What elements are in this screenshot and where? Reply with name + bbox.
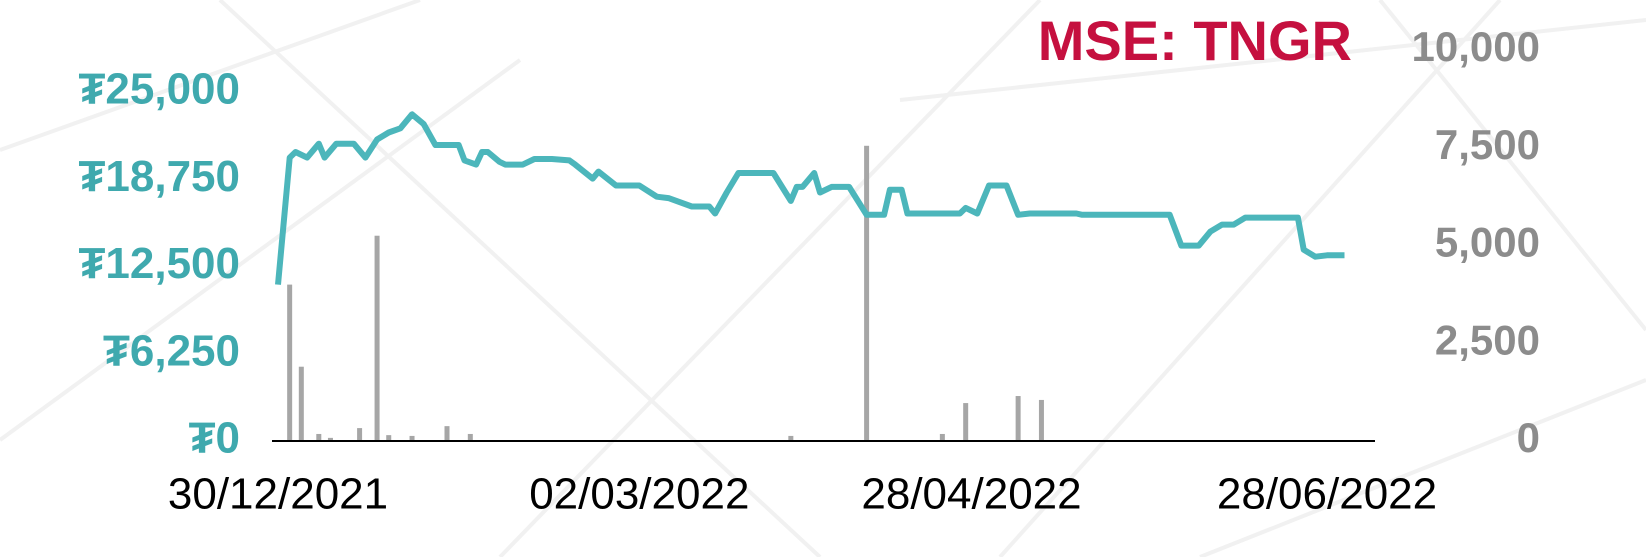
- volume-bar: [963, 403, 969, 441]
- y-tick-label: ₮18,750: [79, 152, 240, 201]
- x-tick-label: 30/12/2021: [168, 470, 388, 519]
- volume-bar: [327, 437, 333, 441]
- volume-bar: [298, 366, 304, 441]
- y2-tick-label: 2,500: [1435, 316, 1540, 363]
- volume-bar: [864, 145, 870, 442]
- chart-title: MSE: TNGR: [1038, 9, 1352, 72]
- volume-bar: [1038, 399, 1044, 441]
- y2-tick-label: 7,500: [1435, 121, 1540, 168]
- x-tick-label: 28/04/2022: [861, 470, 1081, 519]
- volume-bar: [357, 428, 363, 441]
- y2-tick-label: 10,000: [1412, 23, 1540, 70]
- y2-tick-label: 0: [1517, 414, 1540, 461]
- x-tick-label: 28/06/2022: [1217, 470, 1437, 519]
- volume-bar: [386, 435, 392, 441]
- volume-bar: [374, 235, 380, 441]
- volume-bar: [409, 435, 415, 441]
- y-tick-label: ₮25,000: [79, 65, 240, 114]
- volume-bar: [316, 433, 322, 441]
- volume-bar: [1015, 396, 1021, 441]
- volume-bar: [788, 435, 794, 441]
- volume-bar: [467, 433, 473, 441]
- volume-bar: [444, 426, 450, 441]
- price-line: [275, 111, 1345, 285]
- y2-tick-label: 5,000: [1435, 219, 1540, 266]
- y-tick-label: ₮6,250: [103, 326, 240, 375]
- y-tick-label: ₮12,500: [79, 239, 240, 288]
- x-tick-label: 02/03/2022: [529, 470, 749, 519]
- volume-bar: [939, 433, 945, 441]
- y-tick-label: ₮0: [189, 414, 240, 463]
- volume-bar: [287, 284, 293, 441]
